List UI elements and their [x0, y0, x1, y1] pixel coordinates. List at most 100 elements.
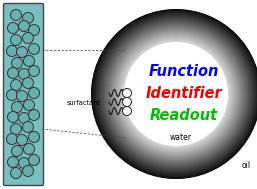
Circle shape	[97, 15, 255, 174]
Circle shape	[115, 33, 237, 155]
Circle shape	[12, 101, 23, 112]
Circle shape	[119, 37, 233, 151]
Circle shape	[16, 91, 27, 101]
Circle shape	[91, 9, 257, 179]
Circle shape	[106, 24, 246, 164]
Circle shape	[29, 88, 40, 98]
Circle shape	[122, 40, 231, 149]
Circle shape	[117, 35, 235, 153]
Circle shape	[96, 14, 256, 174]
Circle shape	[92, 10, 257, 178]
Circle shape	[99, 17, 253, 171]
Circle shape	[123, 41, 228, 146]
Circle shape	[7, 156, 19, 167]
Circle shape	[118, 36, 234, 152]
Circle shape	[102, 19, 251, 168]
Circle shape	[123, 98, 132, 106]
Circle shape	[93, 11, 257, 177]
Circle shape	[23, 12, 33, 23]
Circle shape	[107, 25, 245, 163]
Circle shape	[120, 38, 232, 150]
Circle shape	[93, 11, 257, 177]
Circle shape	[116, 34, 236, 154]
Circle shape	[19, 112, 30, 123]
Circle shape	[11, 80, 22, 91]
Circle shape	[103, 21, 249, 167]
Circle shape	[29, 154, 40, 166]
Circle shape	[94, 12, 257, 176]
Circle shape	[114, 32, 238, 156]
Circle shape	[117, 35, 235, 153]
Circle shape	[107, 25, 245, 163]
Circle shape	[23, 122, 33, 132]
Circle shape	[116, 35, 235, 153]
Circle shape	[123, 41, 229, 147]
Circle shape	[115, 33, 237, 155]
Circle shape	[124, 42, 228, 146]
Circle shape	[121, 39, 231, 149]
Circle shape	[114, 32, 238, 156]
Circle shape	[112, 30, 240, 158]
Circle shape	[104, 22, 248, 166]
Circle shape	[117, 35, 235, 153]
Circle shape	[122, 40, 230, 148]
Circle shape	[11, 123, 22, 135]
Text: Identifier: Identifier	[146, 87, 222, 101]
Circle shape	[100, 18, 252, 170]
Circle shape	[95, 13, 257, 175]
Circle shape	[108, 26, 244, 162]
Circle shape	[23, 77, 33, 88]
Circle shape	[96, 14, 256, 174]
Circle shape	[120, 38, 232, 150]
Circle shape	[100, 19, 252, 170]
Circle shape	[108, 26, 244, 162]
Text: Function: Function	[149, 64, 219, 80]
Circle shape	[94, 12, 257, 177]
Circle shape	[103, 21, 249, 167]
Circle shape	[29, 109, 40, 121]
Circle shape	[98, 16, 254, 172]
Circle shape	[111, 28, 242, 160]
Circle shape	[108, 26, 244, 162]
Circle shape	[101, 19, 251, 169]
Circle shape	[112, 29, 241, 159]
Circle shape	[101, 19, 251, 169]
Circle shape	[122, 40, 230, 148]
Circle shape	[7, 67, 19, 78]
Circle shape	[111, 29, 241, 159]
Circle shape	[109, 28, 242, 160]
Circle shape	[23, 33, 33, 43]
Circle shape	[110, 28, 242, 160]
Circle shape	[118, 36, 234, 152]
Circle shape	[111, 29, 241, 159]
Circle shape	[102, 20, 250, 168]
Circle shape	[123, 41, 230, 147]
Circle shape	[119, 37, 233, 151]
Circle shape	[112, 30, 240, 158]
Circle shape	[97, 15, 255, 173]
Circle shape	[116, 34, 236, 154]
Circle shape	[29, 43, 40, 54]
Circle shape	[93, 11, 257, 177]
Circle shape	[124, 42, 228, 146]
Circle shape	[105, 23, 246, 165]
Circle shape	[95, 13, 256, 175]
Circle shape	[7, 112, 19, 122]
Circle shape	[104, 22, 249, 167]
Circle shape	[29, 132, 40, 143]
Circle shape	[108, 26, 244, 162]
Circle shape	[119, 37, 233, 151]
Circle shape	[104, 22, 248, 166]
Circle shape	[115, 33, 237, 155]
Circle shape	[19, 68, 30, 80]
Circle shape	[11, 35, 22, 46]
Circle shape	[113, 31, 239, 157]
Circle shape	[107, 25, 245, 163]
Circle shape	[101, 19, 251, 169]
Circle shape	[105, 23, 247, 165]
Circle shape	[105, 23, 247, 165]
Circle shape	[102, 20, 250, 168]
Circle shape	[106, 24, 246, 164]
Circle shape	[123, 41, 229, 147]
Circle shape	[6, 46, 17, 57]
